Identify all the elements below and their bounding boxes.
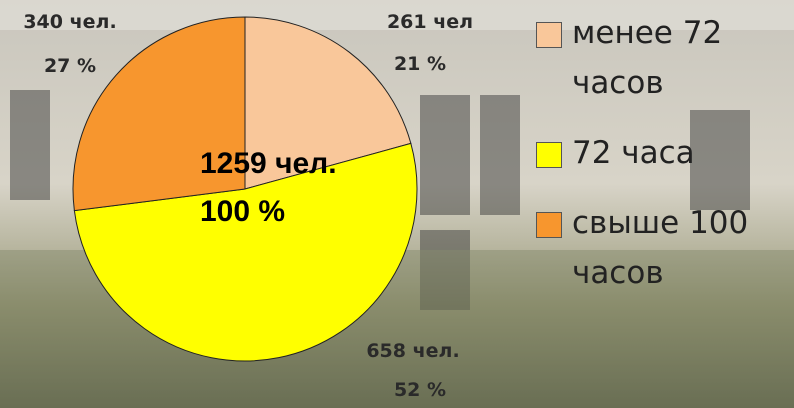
legend-swatch: [536, 22, 562, 48]
legend-swatch: [536, 142, 562, 168]
percent-label: 21 %: [394, 53, 446, 75]
value-label: 340 чел.: [23, 11, 116, 33]
percent-label: 27 %: [44, 55, 96, 77]
slide: 261 чел 21 % 658 чел. 52 % 340 чел. 27 % 1259 …: [0, 0, 794, 408]
legend-item: менее 72 часов: [534, 8, 794, 108]
value-label: 658 чел.: [366, 340, 459, 362]
legend-label: свыше 100 часов: [572, 205, 748, 291]
legend-label: менее 72 часов: [572, 15, 722, 101]
legend-swatch: [536, 212, 562, 238]
percent-label: 52 %: [394, 379, 446, 401]
pie-slice: [73, 17, 245, 211]
legend-item: свыше 100 часов: [534, 198, 794, 298]
legend-label: 72 часа: [572, 135, 695, 171]
total-percent: 100 %: [200, 195, 285, 228]
total-label: 1259 чел.: [200, 147, 337, 180]
legend: менее 72 часов 72 часа свыше 100 часов: [534, 8, 794, 318]
legend-item: 72 часа: [534, 128, 794, 178]
value-label: 261 чел: [387, 11, 473, 33]
